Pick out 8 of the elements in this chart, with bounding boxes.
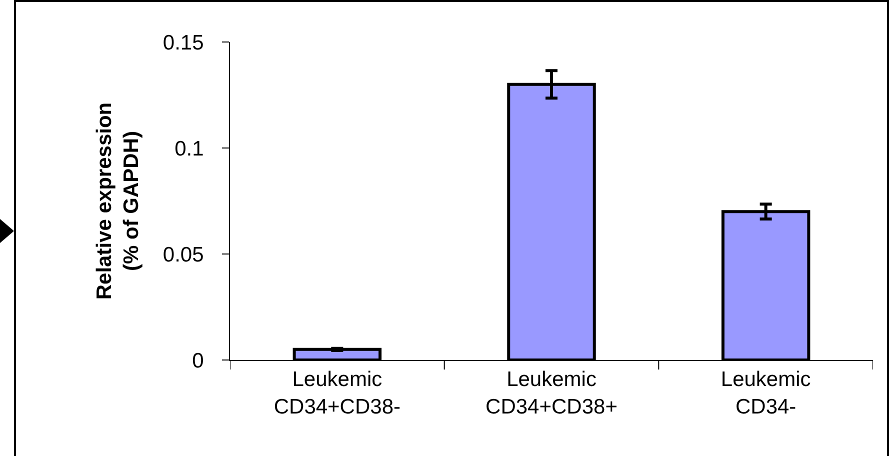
x-tick-label: Leukemic CD34- <box>720 368 811 418</box>
x-tick-label: Leukemic CD34+CD38- <box>274 368 400 418</box>
y-tick-label: 0.1 <box>174 137 204 160</box>
x-tick-label: Leukemic CD34+CD38+ <box>486 368 618 418</box>
y-tick-label: 0.05 <box>162 243 204 266</box>
y-tick-label: 0 <box>192 349 204 372</box>
y-tick-label: 0.15 <box>162 31 204 54</box>
y-axis-title: Relative expression (% of GAPDH) <box>92 102 144 300</box>
